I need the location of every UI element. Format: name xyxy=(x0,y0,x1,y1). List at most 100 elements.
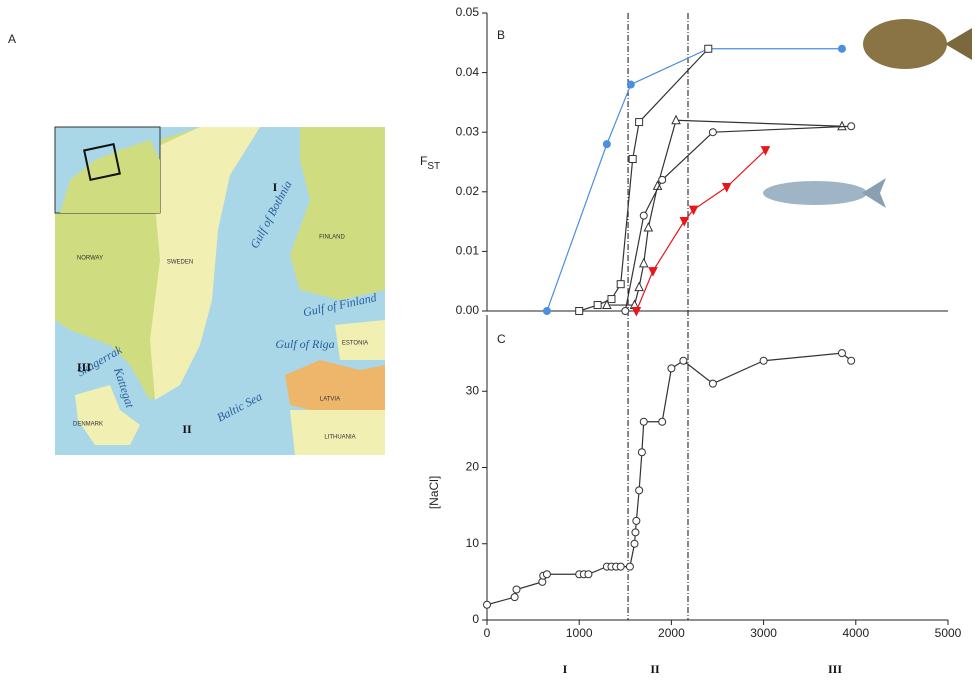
map-label: ESTONIA xyxy=(342,341,368,347)
y-tick-label: 20 xyxy=(466,460,480,474)
y-tick-label: 0.02 xyxy=(456,184,480,198)
region-label: I xyxy=(563,662,568,676)
series-line xyxy=(635,149,766,312)
marker xyxy=(639,417,648,426)
map-region-label: I xyxy=(273,180,278,194)
x-tick-label: 2000 xyxy=(658,626,685,640)
marker xyxy=(760,146,771,156)
map-region-label: III xyxy=(77,360,91,374)
map-label: DENMARK xyxy=(73,422,103,428)
x-tick-label: 4000 xyxy=(842,626,869,640)
y-tick-label: 0.00 xyxy=(456,303,480,317)
latvia xyxy=(285,360,385,415)
marker xyxy=(621,307,630,315)
y-tick-label: 0.04 xyxy=(456,65,480,79)
series-line xyxy=(486,352,852,606)
y-axis-label: [NaCl] xyxy=(427,476,441,509)
fish-herring xyxy=(763,178,886,208)
marker xyxy=(616,562,625,571)
marker xyxy=(593,301,602,310)
marker xyxy=(671,114,681,125)
marker xyxy=(631,307,642,317)
y-axis-label-subscript: ST xyxy=(427,161,440,172)
marker xyxy=(632,516,641,525)
marker xyxy=(658,175,667,184)
map xyxy=(54,126,385,455)
y-tick-label: 30 xyxy=(466,383,480,397)
marker xyxy=(602,299,612,310)
x-tick-label: 1000 xyxy=(566,626,593,640)
y-tick-label: 10 xyxy=(466,536,480,550)
marker xyxy=(512,585,521,594)
sweden xyxy=(150,127,260,400)
y-tick-label: 0.01 xyxy=(456,244,480,258)
panel-label: A xyxy=(8,32,16,46)
map-label: FINLAND xyxy=(319,235,345,241)
marker xyxy=(607,295,616,304)
marker xyxy=(630,539,639,548)
map-label: LITHUANIA xyxy=(324,435,355,441)
marker xyxy=(648,267,658,277)
marker xyxy=(634,281,644,292)
marker xyxy=(625,562,634,571)
marker xyxy=(616,280,625,289)
marker xyxy=(602,140,611,149)
series-line xyxy=(624,125,852,312)
marker xyxy=(837,349,846,358)
marker xyxy=(631,528,640,537)
y-tick-label: 0.03 xyxy=(456,124,480,138)
panel-label: C xyxy=(497,332,506,346)
marker xyxy=(837,44,846,53)
herring-tail xyxy=(862,178,886,208)
series-line xyxy=(546,48,842,312)
map-label: LATVIA xyxy=(320,397,340,403)
flatfish xyxy=(863,19,947,69)
region-label: III xyxy=(828,662,842,676)
marker xyxy=(708,379,717,388)
marker xyxy=(643,221,654,232)
x-tick-label: 5000 xyxy=(935,626,962,640)
marker xyxy=(667,364,676,373)
marker xyxy=(635,486,644,495)
denmark xyxy=(75,385,140,445)
lithuania xyxy=(290,410,385,455)
map-label: SWEDEN xyxy=(167,260,193,266)
marker xyxy=(626,80,635,89)
x-tick-label: 3000 xyxy=(750,626,777,640)
marker xyxy=(721,183,732,193)
y-axis-label: FST xyxy=(420,154,440,171)
herring xyxy=(763,181,867,205)
marker xyxy=(638,257,649,268)
marker xyxy=(575,307,584,315)
y-tick-label: 0 xyxy=(472,612,479,626)
flatfish-tail xyxy=(945,28,972,60)
marker xyxy=(637,448,646,457)
marker xyxy=(635,118,644,127)
y-axis-label: F xyxy=(420,154,427,168)
marker xyxy=(483,600,491,609)
marker xyxy=(639,211,648,220)
fish-flatfish xyxy=(863,19,972,69)
marker xyxy=(584,570,593,579)
marker xyxy=(837,120,847,131)
marker xyxy=(759,356,768,365)
marker xyxy=(679,356,688,365)
finland xyxy=(290,127,385,300)
region-label: II xyxy=(650,662,660,676)
marker xyxy=(658,417,667,426)
marker xyxy=(679,217,690,227)
series-line xyxy=(579,48,709,312)
marker xyxy=(628,155,637,164)
x-tick-label: 0 xyxy=(484,626,491,640)
marker xyxy=(688,205,699,216)
marker xyxy=(542,307,551,315)
marker xyxy=(847,356,856,365)
panel-label: B xyxy=(497,28,505,42)
marker xyxy=(847,122,856,131)
estonia xyxy=(335,320,385,360)
marker xyxy=(542,570,551,579)
map-region-label: II xyxy=(182,422,192,436)
map-label: Gulf of Riga xyxy=(275,337,334,351)
marker xyxy=(510,593,519,602)
